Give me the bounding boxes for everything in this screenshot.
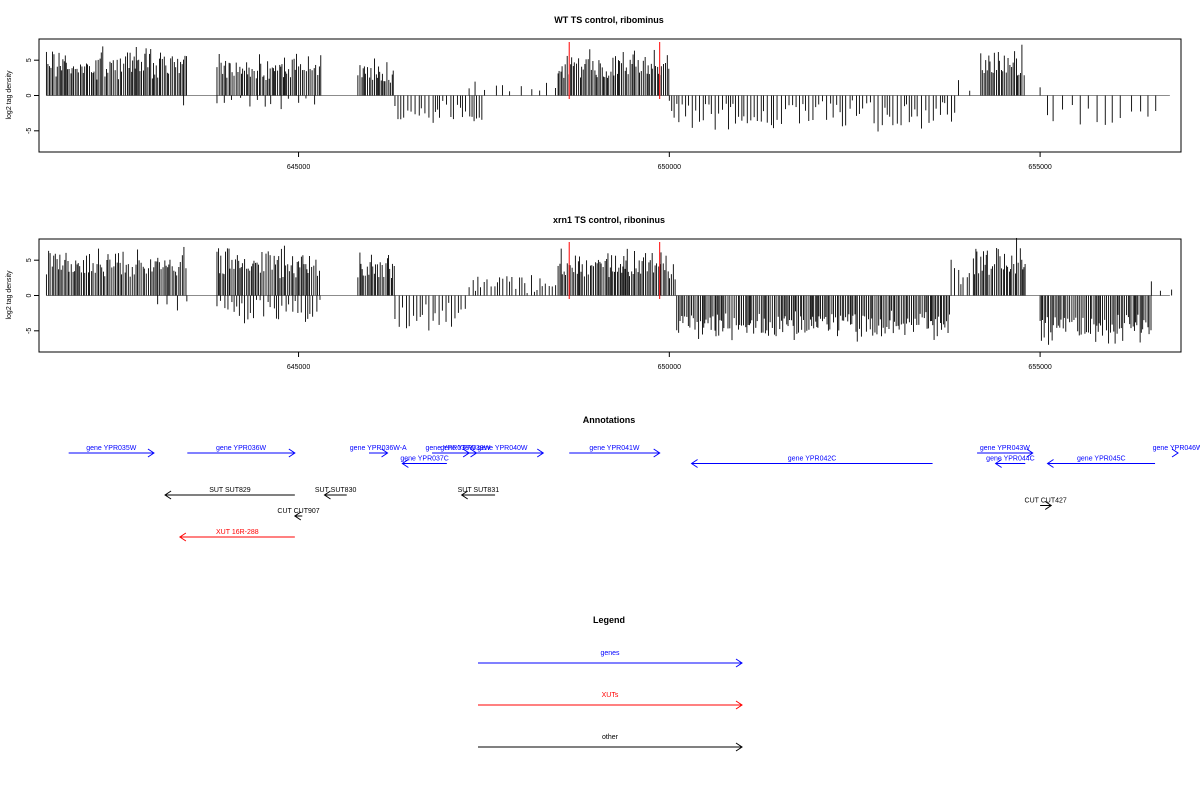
- panel-wt-title: WT TS control, ribominus: [554, 15, 664, 25]
- feature-label: gene YPR041W: [589, 445, 639, 452]
- panel-wt-y-axis: -5 0 5: [26, 58, 39, 134]
- feature-arrowhead: [288, 448, 296, 458]
- legend-entries: genes XUTs other: [478, 650, 743, 752]
- feature-label: gene YPR043W: [980, 445, 1030, 452]
- feature-label: gene YPR036W-A: [350, 445, 407, 452]
- feature-arrowhead: [293, 511, 302, 521]
- legend-arrowhead: [735, 700, 743, 710]
- panel-wt-bars: [45, 44, 1170, 132]
- feature-arrowhead: [690, 459, 698, 468]
- feature-label: gene YPR042C: [788, 456, 837, 463]
- x-tick-label: 650000: [658, 164, 681, 171]
- panel-xrn1-y-axis: -5 0 5: [26, 258, 39, 334]
- panel-xrn1-x-axis: 645000 650000 655000: [287, 352, 1052, 371]
- feature-arrowhead: [994, 459, 1002, 468]
- annotations-title: Annotations: [583, 415, 636, 425]
- feature-label: gene YPR039W: [440, 445, 490, 452]
- feature-label: gene YPR038W: [426, 445, 476, 452]
- legend-arrowhead: [735, 658, 743, 668]
- legend-label: other: [602, 734, 619, 741]
- x-tick-label: 645000: [287, 364, 310, 371]
- feature-label: gene YPR035W: [86, 445, 136, 452]
- feature-label: gene YPR044C: [986, 456, 1035, 463]
- legend-label: genes: [600, 650, 620, 657]
- feature-arrowhead: [147, 448, 155, 458]
- panel-xrn1: xrn1 TS control, riboninus log2 tag dens…: [6, 215, 1182, 371]
- feature-arrowhead: [1171, 448, 1179, 458]
- panel-xrn1-bars: [45, 237, 1173, 345]
- feature-label: SUT SUT831: [458, 487, 500, 494]
- feature-arrowhead: [1044, 501, 1053, 510]
- legend-arrowhead: [735, 742, 743, 752]
- feature-arrowhead: [1046, 459, 1054, 468]
- feature-label: SUT SUT829: [209, 487, 251, 494]
- x-tick-label: 650000: [658, 364, 681, 371]
- feature-arrowhead: [381, 448, 389, 458]
- legend-title: Legend: [593, 615, 625, 625]
- x-tick-label: 655000: [1028, 364, 1051, 371]
- feature-label: CUT CUT427: [1025, 498, 1067, 505]
- feature-label: XUT 16R-288: [216, 529, 259, 536]
- y-tick-label: 5: [26, 58, 33, 62]
- feature-label: gene YPR045C: [1077, 456, 1126, 463]
- feature-label: gene YPR037C: [400, 456, 449, 463]
- feature-label: gene YPR040W: [477, 445, 527, 452]
- y-tick-label: 5: [26, 258, 33, 262]
- panel-wt-ylabel: log2 tag density: [6, 70, 13, 120]
- panel-xrn1-highlights: [568, 242, 661, 299]
- legend: Legend genes XUTs other: [478, 615, 743, 752]
- x-tick-label: 645000: [287, 164, 310, 171]
- feature-arrowhead: [323, 490, 331, 500]
- feature-arrowhead: [401, 459, 409, 468]
- y-tick-label: 0: [26, 93, 33, 97]
- feature-label: gene YPR046W: [1153, 445, 1200, 452]
- feature-arrowhead: [460, 490, 468, 500]
- y-tick-label: -5: [26, 128, 33, 134]
- x-tick-label: 655000: [1028, 164, 1051, 171]
- panel-wt-x-axis: 645000 650000 655000: [287, 152, 1052, 171]
- feature-label: CUT CUT907: [277, 508, 319, 515]
- legend-label: XUTs: [602, 692, 619, 699]
- feature-arrowhead: [178, 532, 187, 542]
- feature-label: gene YPR036W: [216, 445, 266, 452]
- panel-xrn1-title: xrn1 TS control, riboninus: [553, 215, 665, 225]
- feature-arrowhead: [164, 490, 172, 500]
- y-tick-label: -5: [26, 328, 33, 334]
- feature-arrowhead: [1026, 448, 1034, 458]
- feature-arrowhead: [536, 448, 545, 458]
- annotation-features: gene YPR035W gene YPR036W gene YPR036W-A ge…: [68, 445, 1200, 542]
- panel-wt-highlights: [568, 42, 661, 99]
- feature-label: SUT SUT830: [315, 487, 357, 494]
- annotations-panel: Annotations gene YPR035W gene YPR036W gene…: [68, 415, 1200, 542]
- feature-arrowhead: [653, 448, 661, 458]
- y-tick-label: 0: [26, 293, 33, 297]
- panel-wt: WT TS control, ribominus log2 tag densit…: [6, 15, 1182, 171]
- panel-xrn1-ylabel: log2 tag density: [6, 270, 13, 320]
